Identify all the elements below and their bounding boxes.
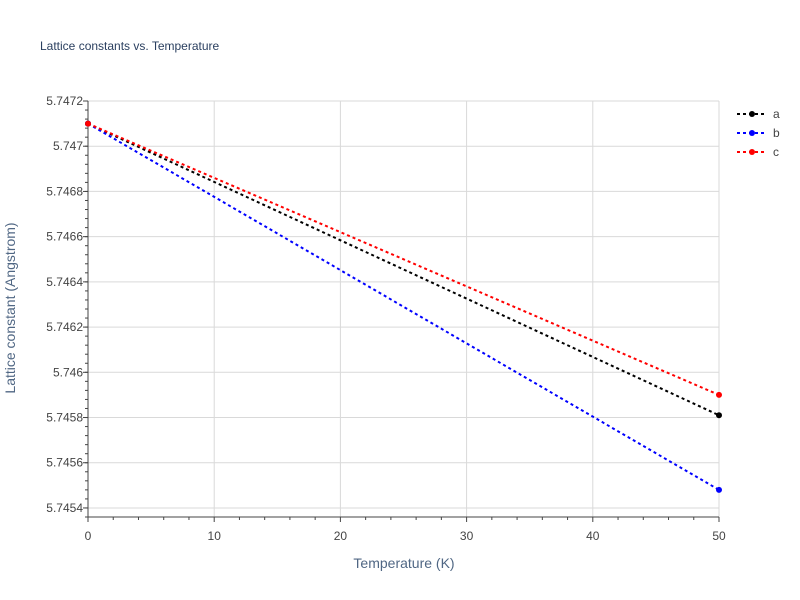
y-tick-label: 5.7454 xyxy=(46,501,83,515)
y-tick-label: 5.747 xyxy=(53,139,83,153)
x-tick-label: 30 xyxy=(460,529,474,543)
legend-swatch-marker xyxy=(749,130,755,136)
y-tick-label: 5.7468 xyxy=(46,184,83,198)
x-tick-label: 40 xyxy=(586,529,600,543)
legend[interactable]: abc xyxy=(737,107,780,159)
legend-swatch-marker xyxy=(749,149,755,155)
y-tick-label: 5.7466 xyxy=(46,230,83,244)
legend-item-a[interactable]: a xyxy=(737,107,780,121)
series-line-a xyxy=(87,122,720,417)
axes: 0 10 20 30 40 50 5.7454 5.7456 5.7458 5.746 5.7462… xyxy=(46,94,726,543)
x-tick-label: 0 xyxy=(85,529,92,543)
gridlines xyxy=(88,100,720,517)
data-point-a xyxy=(716,412,722,419)
legend-label: b xyxy=(773,126,780,140)
legend-label: c xyxy=(773,145,779,159)
data-point-c xyxy=(85,120,91,127)
data-point-c xyxy=(716,391,722,398)
y-tick-label: 5.7472 xyxy=(46,94,83,108)
data-point-b xyxy=(716,486,722,493)
x-tick-label: 20 xyxy=(334,529,348,543)
y-tick-label: 5.7458 xyxy=(46,411,83,425)
y-tick-label: 5.7456 xyxy=(46,456,83,470)
y-tick-label: 5.7462 xyxy=(46,320,83,334)
y-tick-label: 5.7464 xyxy=(46,275,83,289)
legend-swatch-marker xyxy=(749,111,755,117)
y-axis-title: Lattice constant (Angstrom) xyxy=(2,222,18,393)
legend-label: a xyxy=(773,107,780,121)
x-axis-title: Temperature (K) xyxy=(353,555,454,571)
chart-title: Lattice constants vs. Temperature xyxy=(40,39,220,53)
y-tick-label: 5.746 xyxy=(53,365,83,379)
x-tick-label: 50 xyxy=(712,529,726,543)
series-line-c xyxy=(87,122,720,396)
legend-item-c[interactable]: c xyxy=(737,145,779,159)
legend-item-b[interactable]: b xyxy=(737,126,780,140)
plot-area xyxy=(85,120,722,493)
x-tick-label: 10 xyxy=(208,529,222,543)
series-line-b xyxy=(87,122,720,491)
